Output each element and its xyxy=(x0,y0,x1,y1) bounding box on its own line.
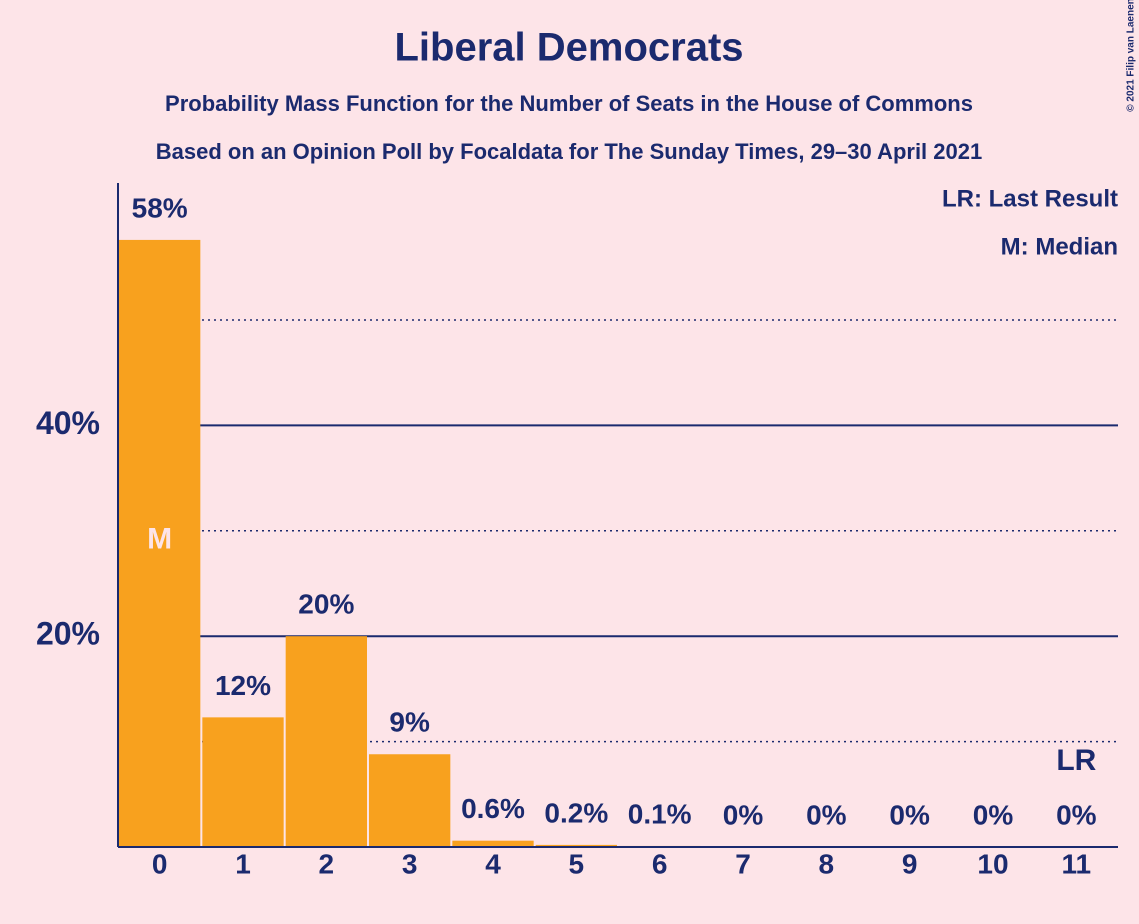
x-tick-label: 5 xyxy=(569,848,585,879)
legend-entry: M: Median xyxy=(1001,233,1118,260)
credit: © 2021 Filip van Laenen xyxy=(1126,0,1137,112)
bar xyxy=(202,717,284,847)
y-tick-label: 20% xyxy=(36,616,100,652)
annotation: LR xyxy=(1056,744,1096,777)
y-tick-label: 40% xyxy=(36,405,100,441)
chart-subtitle: Based on an Opinion Poll by Focaldata fo… xyxy=(156,139,982,164)
bar xyxy=(452,840,534,847)
x-tick-label: 2 xyxy=(319,848,335,879)
value-label: 0% xyxy=(973,799,1014,830)
x-tick-label: 1 xyxy=(235,848,251,879)
value-label: 0% xyxy=(806,799,847,830)
legend-entry: LR: Last Result xyxy=(942,185,1118,212)
value-label: 20% xyxy=(298,589,354,620)
bar xyxy=(369,754,451,847)
chart-subtitle: Probability Mass Function for the Number… xyxy=(165,91,973,116)
x-tick-label: 9 xyxy=(902,848,918,879)
value-label: 58% xyxy=(132,192,188,223)
bar xyxy=(119,239,201,847)
x-tick-label: 8 xyxy=(819,848,835,879)
x-tick-label: 11 xyxy=(1062,848,1092,879)
annotation: M xyxy=(147,522,172,555)
value-label: 0% xyxy=(723,799,764,830)
chart-title: Liberal Democrats xyxy=(394,26,743,70)
value-label: 0.2% xyxy=(544,797,608,828)
value-label: 0.1% xyxy=(628,798,692,829)
bar xyxy=(285,636,367,847)
value-label: 9% xyxy=(389,707,430,738)
value-label: 0% xyxy=(1056,799,1097,830)
x-tick-label: 7 xyxy=(735,848,751,879)
x-tick-label: 3 xyxy=(402,848,418,879)
x-tick-label: 4 xyxy=(485,848,501,879)
x-tick-label: 0 xyxy=(152,848,168,879)
value-label: 0% xyxy=(889,799,930,830)
x-tick-label: 10 xyxy=(977,848,1008,879)
x-tick-label: 6 xyxy=(652,848,668,879)
bar xyxy=(535,844,617,847)
value-label: 12% xyxy=(215,670,271,701)
value-label: 0.6% xyxy=(461,793,525,824)
